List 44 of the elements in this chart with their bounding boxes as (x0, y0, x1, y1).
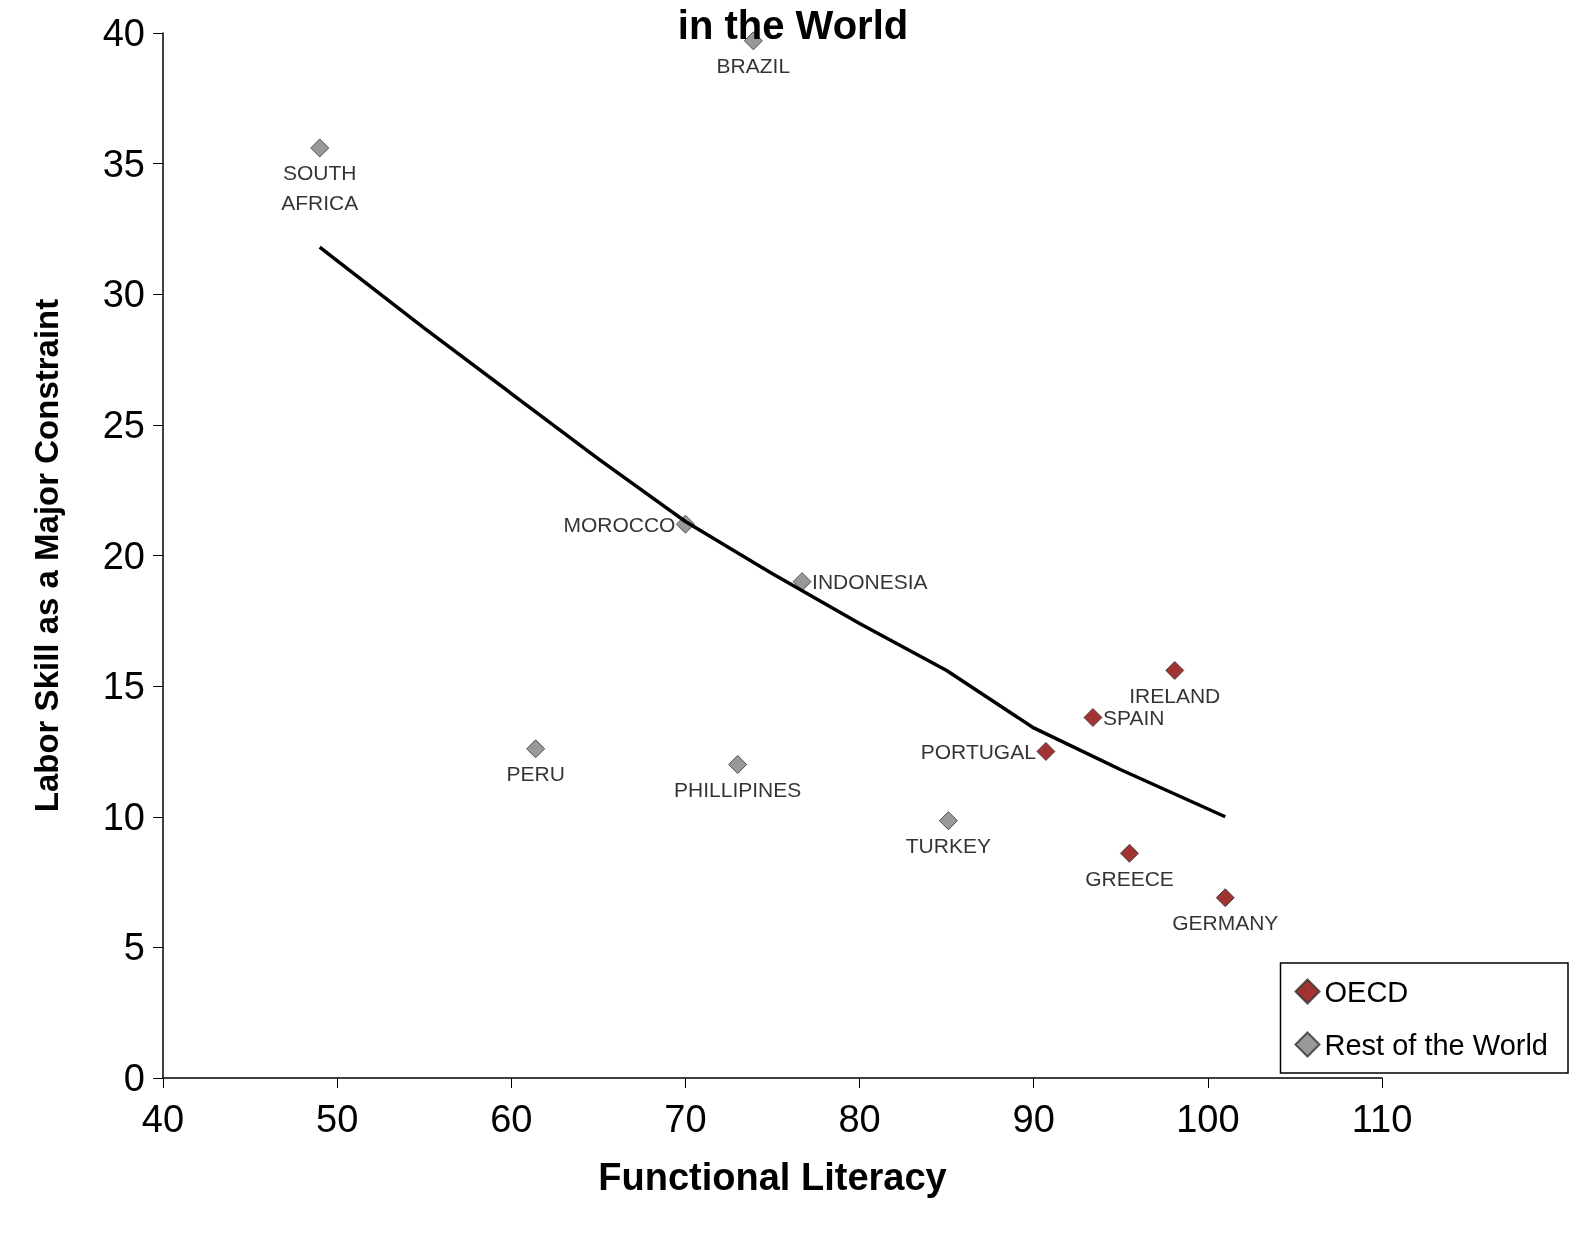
annotation: IRELAND (1129, 683, 1221, 707)
line-series (317, 245, 1228, 819)
annotation: MOROCCO (563, 512, 676, 536)
annotation: PERU (506, 762, 565, 786)
point (1036, 741, 1056, 761)
y-tick-label: 40 (102, 12, 145, 54)
point (1083, 707, 1103, 727)
point (1119, 843, 1139, 863)
x-axis-title: Functional Literacy (598, 1156, 947, 1198)
annotation: PHILLIPINES (674, 778, 802, 801)
point (728, 755, 748, 774)
annotation: SPAIN (1102, 705, 1165, 729)
point (526, 739, 546, 759)
y-tick-label: 10 (102, 795, 145, 838)
annotation: INDONESIA (812, 570, 928, 594)
x-tick-label: 50 (316, 1098, 359, 1140)
x-tick-label: 60 (490, 1098, 533, 1140)
y-tick-label: 5 (123, 926, 145, 969)
point (310, 138, 330, 158)
annotation: BRAZIL (716, 54, 791, 78)
annotation: GREECE (1085, 866, 1174, 890)
x-tick-label: 90 (1012, 1098, 1055, 1140)
y-axis-title: Labor Skill as a Major Constraint (28, 298, 65, 813)
y-tick-label: 25 (102, 403, 145, 446)
chart-title: in the World (677, 3, 909, 47)
x-tick-label: 80 (838, 1098, 881, 1140)
annotation: PORTUGAL (920, 739, 1036, 763)
legend-label: Rest of the World (1324, 1028, 1549, 1061)
x-tick-label: 100 (1176, 1098, 1240, 1140)
y-tick-label: 35 (102, 142, 145, 185)
legend-label: OECD (1324, 975, 1409, 1008)
point (1165, 660, 1185, 680)
annotation: TURKEY (905, 834, 991, 858)
y-tick-label: 15 (102, 665, 145, 708)
x-tick-label: 110 (1351, 1098, 1413, 1140)
y-tick-label: 30 (102, 273, 145, 316)
y-tick-label: 0 (123, 1057, 145, 1099)
point (938, 811, 958, 831)
point (792, 572, 812, 592)
x-tick-label: 70 (664, 1098, 707, 1140)
y-tick-label: 20 (102, 534, 145, 577)
annotation: GERMANY (1172, 911, 1279, 935)
point (1215, 888, 1235, 908)
annotation: SOUTH AFRICA (281, 161, 359, 215)
